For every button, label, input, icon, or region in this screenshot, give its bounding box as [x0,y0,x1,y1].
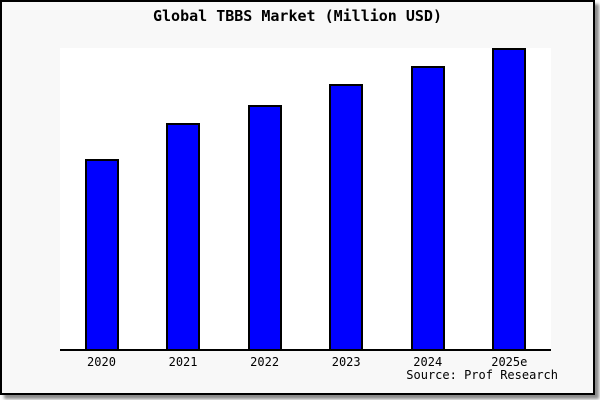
bar-2020 [85,159,119,349]
chart-panel: Global TBBS Market (Million USD) 2020 202… [0,0,595,395]
x-axis-label-2020: 2020 [87,355,116,369]
x-axis-label-2024: 2024 [413,355,443,369]
bar-2022 [248,105,282,349]
x-axis-label-2023: 2023 [331,355,361,369]
bar-2025e [492,48,526,349]
x-axis-label-2025e: 2025e [491,355,528,369]
bar-2021 [166,123,200,349]
chart-title: Global TBBS Market (Million USD) [153,7,442,25]
bar-2024 [411,66,445,349]
bar-2023 [329,84,363,349]
x-axis-labels: 2020 2021 2022 2023 2024 2025e [60,355,551,371]
x-axis-label-2021: 2021 [168,355,198,369]
source-label: Source: Prof Research [406,368,558,382]
plot-area [60,48,551,351]
x-axis-label-2022: 2022 [250,355,280,369]
